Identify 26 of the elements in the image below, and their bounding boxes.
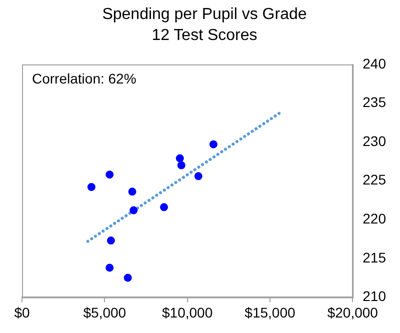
chart-title: Spending per Pupil vs Grade 12 Test Scores — [102, 5, 307, 46]
point — [176, 154, 184, 162]
y-tick-label: 240 — [362, 55, 386, 72]
y-tick-label: 215 — [362, 249, 386, 266]
y-tick-label: 225 — [362, 172, 386, 188]
point — [87, 183, 96, 192]
point — [160, 203, 168, 212]
x-tick-label: $10,000 — [162, 304, 213, 320]
annotation: Correlation: 62% — [32, 70, 136, 86]
y-tick-label: 220 — [362, 210, 386, 226]
y-tick-label: 235 — [362, 94, 386, 110]
point — [194, 172, 202, 180]
x-tick-label: $15,000 — [244, 304, 296, 320]
x-tick-label: $20,000 — [327, 304, 378, 320]
point — [106, 236, 115, 245]
y-tick-label: 230 — [362, 132, 386, 149]
point — [106, 264, 114, 272]
x-tick-label: $5,000 — [83, 304, 126, 320]
point — [106, 170, 114, 179]
point — [177, 161, 186, 170]
x-tick-label: $0 — [14, 304, 30, 320]
point — [209, 140, 218, 148]
point — [128, 188, 136, 196]
point — [130, 206, 138, 214]
y-tick-label: 210 — [362, 288, 386, 304]
point — [124, 274, 132, 282]
